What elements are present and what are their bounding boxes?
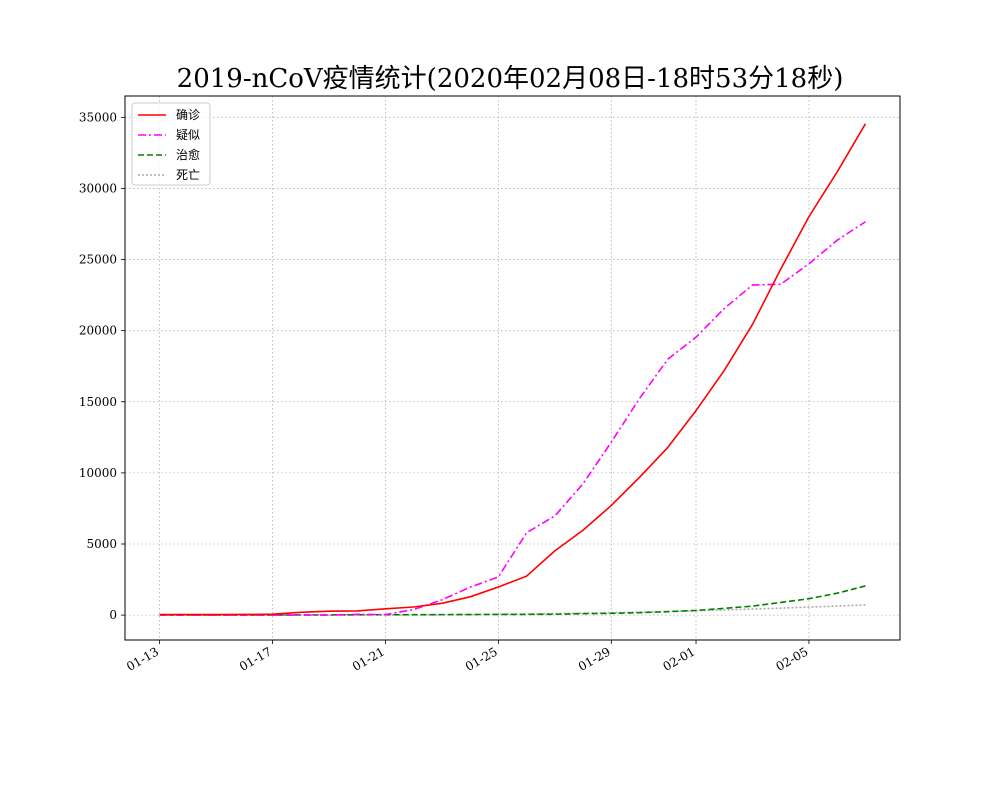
y-tick-label: 10000: [79, 466, 117, 480]
x-axis-ticks: 01-13 01-17 01-21 01-25 01-29 02-01 02-05: [124, 640, 810, 674]
grid-lines: [125, 96, 900, 640]
y-tick-label: 0: [109, 608, 117, 622]
x-tick-label: 01-21: [350, 644, 387, 673]
chart-title: 2019-nCoV疫情统计(2020年02月08日-18时53分18秒): [177, 64, 844, 94]
series-line-1: [159, 221, 866, 616]
series-lines: [159, 123, 867, 616]
series-line-2: [159, 585, 866, 616]
legend-label: 确诊: [176, 108, 200, 122]
y-axis-ticks: 0 5000 10000 15000 20000 25000 30000 35000: [79, 110, 125, 622]
x-tick-label: 01-25: [463, 644, 500, 673]
x-tick-label: 01-29: [576, 644, 613, 673]
y-tick-label: 25000: [79, 253, 117, 267]
series-line-0: [159, 123, 867, 616]
x-tick-label: 02-05: [773, 644, 810, 673]
x-tick-label: 01-13: [124, 644, 161, 673]
y-tick-label: 5000: [86, 537, 117, 551]
y-tick-label: 15000: [79, 395, 117, 409]
x-tick-label: 01-17: [237, 644, 274, 673]
y-tick-label: 20000: [79, 324, 117, 338]
legend-box: [131, 102, 211, 186]
legend-label: 治愈: [176, 147, 200, 162]
legend-label: 疑似: [176, 127, 200, 142]
x-tick-label: 02-01: [661, 644, 698, 673]
y-tick-label: 35000: [79, 110, 117, 124]
y-tick-label: 30000: [79, 181, 117, 195]
legend-label: 死亡: [176, 168, 200, 182]
plot-area-frame: [124, 95, 901, 641]
